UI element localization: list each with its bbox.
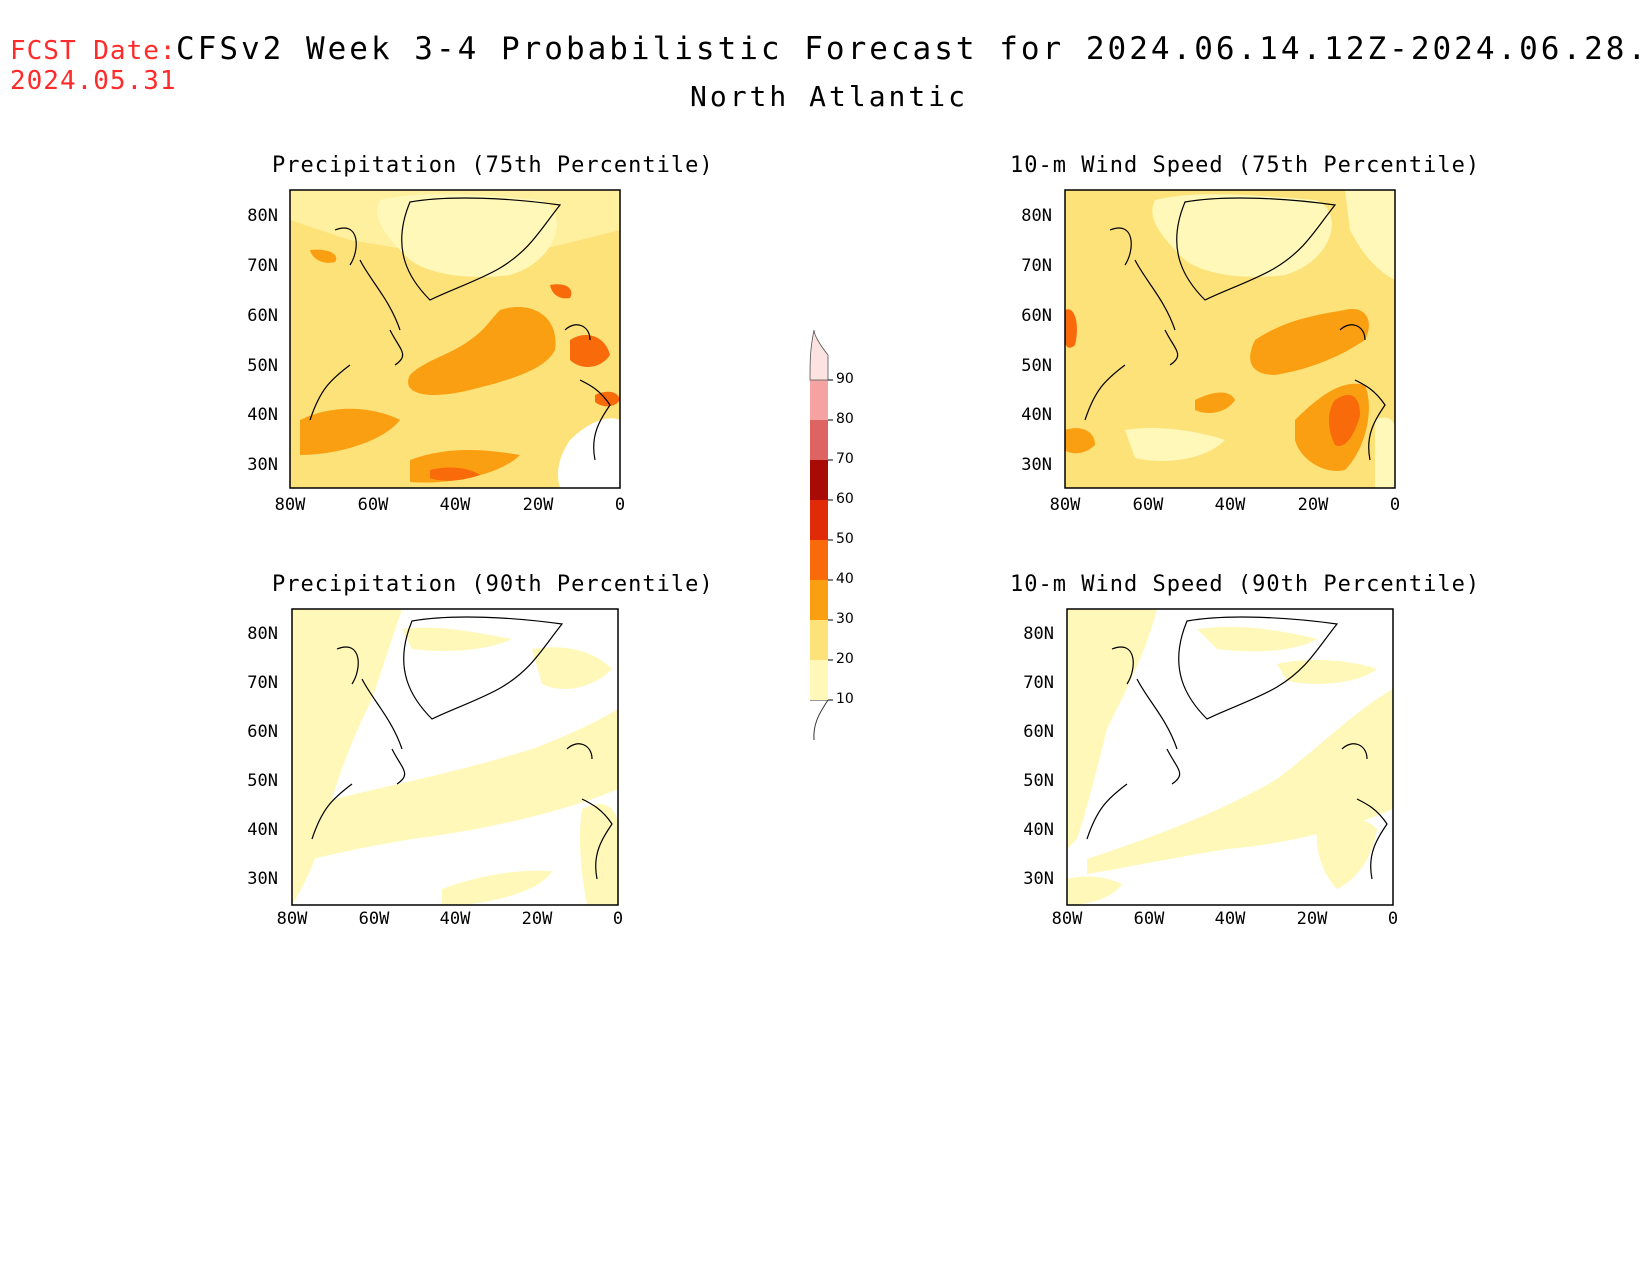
lon-tick: 0 xyxy=(614,495,626,515)
colorbar-label: 30 xyxy=(836,611,854,627)
lat-tick: 30N xyxy=(1021,455,1052,475)
colorbar-swatch xyxy=(810,580,828,620)
lat-tick: 50N xyxy=(247,356,278,376)
panel-title: 10-m Wind Speed (75th Percentile) xyxy=(1010,153,1481,178)
panel-title: Precipitation (75th Percentile) xyxy=(272,153,714,178)
lon-tick: 60W xyxy=(1132,495,1164,515)
forecast-date-label: FCST Date: xyxy=(10,36,177,66)
lat-tick: 70N xyxy=(1021,256,1052,276)
lat-tick: 30N xyxy=(247,869,278,889)
lon-tick: 80W xyxy=(1051,909,1083,929)
lat-tick: 40N xyxy=(247,405,278,425)
colorbar-label: 80 xyxy=(836,411,854,427)
lat-tick: 30N xyxy=(247,455,278,475)
lon-tick: 60W xyxy=(358,909,390,929)
lat-tick: 60N xyxy=(1023,722,1054,742)
wind-75-map xyxy=(1064,189,1396,489)
colorbar-swatch xyxy=(809,329,829,381)
colorbar-swatch xyxy=(810,460,828,500)
lat-tick: 80N xyxy=(1023,624,1054,644)
lat-tick: 50N xyxy=(1023,771,1054,791)
lon-tick: 40W xyxy=(1214,495,1246,515)
lon-tick: 60W xyxy=(1133,909,1165,929)
page-title: CFSv2 Week 3-4 Probabilistic Forecast fo… xyxy=(176,31,1650,67)
lat-tick: 80N xyxy=(247,624,278,644)
colorbar-swatch xyxy=(810,540,828,580)
colorbar-swatch xyxy=(810,420,828,460)
lat-tick: 40N xyxy=(1023,820,1054,840)
wind-90-map xyxy=(1066,608,1394,906)
lat-tick: 70N xyxy=(247,673,278,693)
lon-tick: 40W xyxy=(1214,909,1246,929)
colorbar-label: 40 xyxy=(836,571,854,587)
colorbar-label: 60 xyxy=(836,491,854,507)
colorbar-swatch xyxy=(810,620,828,660)
lon-tick: 40W xyxy=(439,909,471,929)
lon-tick: 80W xyxy=(274,495,306,515)
lat-tick: 40N xyxy=(247,820,278,840)
lat-tick: 70N xyxy=(247,256,278,276)
lat-tick: 80N xyxy=(1021,206,1052,226)
lat-tick: 60N xyxy=(247,306,278,326)
lon-tick: 80W xyxy=(1049,495,1081,515)
lat-tick: 60N xyxy=(1021,306,1052,326)
lon-tick: 20W xyxy=(1297,495,1329,515)
lat-tick: 50N xyxy=(247,771,278,791)
forecast-date-block: FCST Date: 2024.05.31 xyxy=(10,36,177,96)
colorbar xyxy=(809,329,833,741)
colorbar-label: 20 xyxy=(836,651,854,667)
colorbar-label: 90 xyxy=(836,371,854,387)
precip-75-map xyxy=(289,189,621,489)
colorbar-label: 10 xyxy=(836,691,854,707)
region-subtitle: North Atlantic xyxy=(689,80,968,113)
lat-tick: 60N xyxy=(247,722,278,742)
lon-tick: 0 xyxy=(612,909,624,929)
lat-tick: 50N xyxy=(1021,356,1052,376)
colorbar-swatch xyxy=(810,500,828,540)
lon-tick: 80W xyxy=(276,909,308,929)
colorbar-label: 70 xyxy=(836,451,854,467)
lon-tick: 20W xyxy=(522,495,554,515)
colorbar-label: 50 xyxy=(836,531,854,547)
lon-tick: 20W xyxy=(1296,909,1328,929)
lat-tick: 80N xyxy=(247,206,278,226)
lat-tick: 30N xyxy=(1023,869,1054,889)
lon-tick: 20W xyxy=(521,909,553,929)
colorbar-bottom-taper xyxy=(810,699,829,741)
lat-tick: 70N xyxy=(1023,673,1054,693)
precip-90-map xyxy=(291,608,619,906)
panel-title: Precipitation (90th Percentile) xyxy=(272,572,714,597)
lon-tick: 40W xyxy=(439,495,471,515)
panel-title: 10-m Wind Speed (90th Percentile) xyxy=(1010,572,1481,597)
lon-tick: 0 xyxy=(1387,909,1399,929)
colorbar-swatch xyxy=(810,380,828,420)
lat-tick: 40N xyxy=(1021,405,1052,425)
forecast-date-value: 2024.05.31 xyxy=(10,66,177,96)
lon-tick: 60W xyxy=(357,495,389,515)
lon-tick: 0 xyxy=(1389,495,1401,515)
colorbar-swatch xyxy=(810,660,828,700)
